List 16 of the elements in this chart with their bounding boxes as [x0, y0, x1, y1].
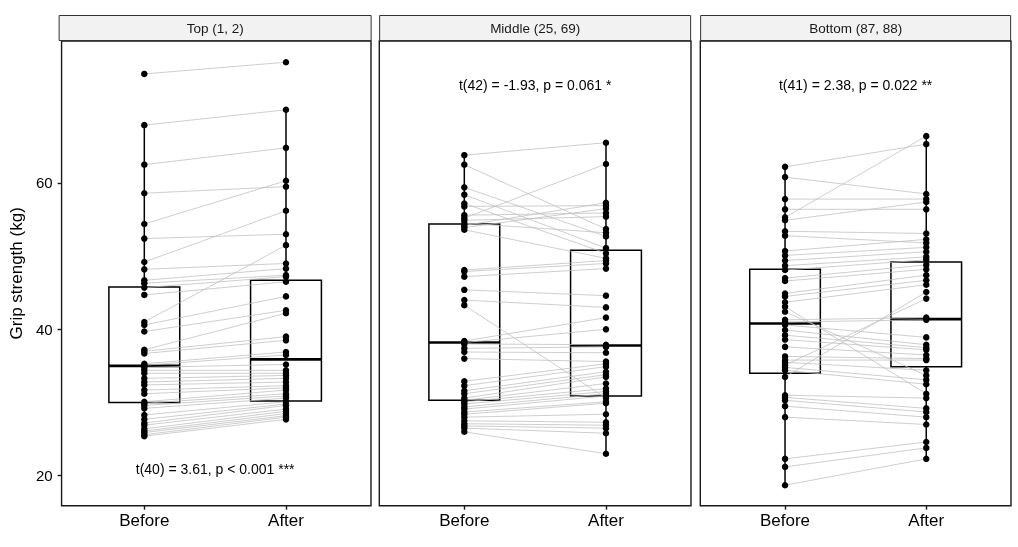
y-tick-label: 60: [35, 174, 53, 192]
x-tick-label: After: [588, 510, 625, 530]
x-tick-label: Before: [119, 510, 170, 530]
chart-title: Top (1, 2): [186, 20, 244, 36]
annotation: t(40) = 3.61, p < 0.001 ***: [135, 461, 296, 478]
y-tick-label: 40: [35, 320, 53, 338]
chart-title: Bottom (87, 88): [809, 20, 903, 36]
x-tick-label: Before: [439, 510, 490, 530]
x-tick-label: After: [268, 510, 305, 530]
x-tick-label: After: [908, 510, 945, 530]
annotation: t(41) = 2.38, p = 0.022 **: [778, 77, 933, 93]
chart-title: Middle (25, 69): [490, 20, 581, 36]
annotation: t(42) = -1.93, p = 0.061 *: [458, 77, 612, 93]
y-axis-title: Grip strength (kg): [7, 207, 26, 340]
y-tick-label: 20: [35, 467, 53, 485]
x-tick-label: Before: [759, 510, 811, 530]
